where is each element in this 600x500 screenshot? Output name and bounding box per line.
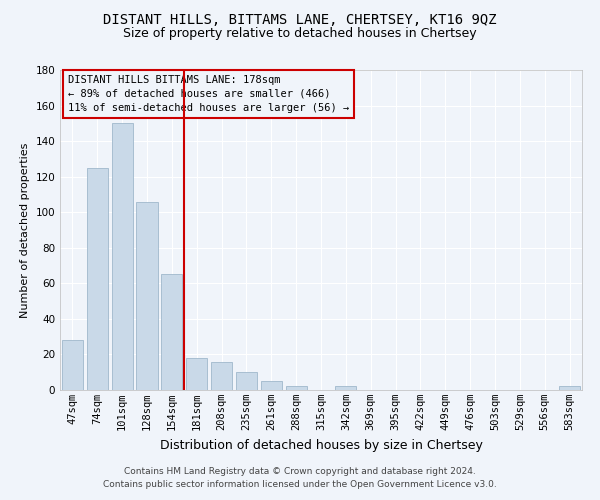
- Text: Contains public sector information licensed under the Open Government Licence v3: Contains public sector information licen…: [103, 480, 497, 489]
- Bar: [186, 358, 207, 390]
- Text: DISTANT HILLS BITTAMS LANE: 178sqm
← 89% of detached houses are smaller (466)
11: DISTANT HILLS BITTAMS LANE: 178sqm ← 89%…: [68, 75, 349, 113]
- Bar: [236, 372, 257, 390]
- X-axis label: Distribution of detached houses by size in Chertsey: Distribution of detached houses by size …: [160, 438, 482, 452]
- Bar: [261, 381, 282, 390]
- Bar: [161, 274, 182, 390]
- Bar: [559, 386, 580, 390]
- Text: Contains HM Land Registry data © Crown copyright and database right 2024.: Contains HM Land Registry data © Crown c…: [124, 467, 476, 476]
- Bar: [62, 340, 83, 390]
- Bar: [211, 362, 232, 390]
- Bar: [136, 202, 158, 390]
- Bar: [87, 168, 108, 390]
- Y-axis label: Number of detached properties: Number of detached properties: [20, 142, 30, 318]
- Text: Size of property relative to detached houses in Chertsey: Size of property relative to detached ho…: [123, 28, 477, 40]
- Text: DISTANT HILLS, BITTAMS LANE, CHERTSEY, KT16 9QZ: DISTANT HILLS, BITTAMS LANE, CHERTSEY, K…: [103, 12, 497, 26]
- Bar: [335, 386, 356, 390]
- Bar: [286, 386, 307, 390]
- Bar: [112, 124, 133, 390]
